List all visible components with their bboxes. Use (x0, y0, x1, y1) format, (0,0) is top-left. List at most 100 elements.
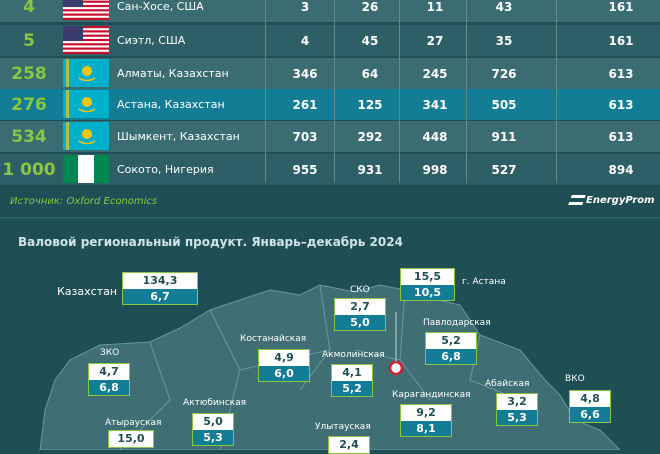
region-label: СКО (350, 285, 370, 295)
cell: 27 (426, 33, 444, 48)
city-name: Сокото, Нигерия (117, 163, 214, 176)
usa-flag-icon (63, 0, 109, 20)
cell: 4 (300, 33, 310, 48)
cell: 703 (292, 129, 318, 144)
value-secondary: 6,8 (426, 349, 476, 364)
rank: 534 (11, 126, 47, 147)
region-label: ВКО (565, 374, 585, 384)
cell: 35 (495, 33, 513, 48)
region-value-box: 15,5 10,5 (400, 268, 455, 301)
country-label: Казахстан (57, 285, 118, 298)
cell: 998 (422, 162, 448, 177)
city-name: Сиэтл, США (117, 34, 186, 47)
kazakhstan-flag-icon (63, 90, 109, 118)
cell: 726 (491, 66, 517, 81)
value-secondary: 5,2 (332, 381, 372, 396)
value-primary: 4,9 (259, 350, 309, 366)
cell: 161 (608, 0, 634, 14)
region-value-box: 4,9 6,0 (258, 349, 310, 382)
column-divider (556, 0, 557, 183)
rank: 4 (23, 0, 35, 17)
region-value-box: 2,4 (328, 436, 370, 454)
value-primary: 2,7 (335, 299, 385, 315)
cell: 346 (292, 66, 318, 81)
region-label: г. Астана (462, 277, 506, 287)
cell: 341 (422, 97, 448, 112)
city-name: Алматы, Казахстан (117, 67, 229, 80)
value-secondary: 5,0 (335, 315, 385, 330)
cell: 11 (426, 0, 444, 14)
region-value-box: 5,2 6,8 (425, 332, 477, 365)
region-value-box: 9,2 8,1 (400, 404, 452, 437)
region-value-box: 3,2 5,3 (496, 393, 538, 426)
cell: 245 (422, 66, 448, 81)
region-value-box: 5,0 5,3 (192, 413, 234, 446)
table-row: 1 000 Сокото, Нигерия 955 931 998 527 89… (0, 154, 660, 185)
region-value-box: 4,8 6,6 (569, 390, 611, 423)
cell: 64 (361, 66, 379, 81)
value-secondary: 6,8 (89, 380, 129, 395)
country-value-box: 134,3 6,7 (122, 272, 198, 305)
map-title: Валовой региональный продукт. Январь–дек… (18, 235, 403, 249)
value-primary: 3,2 (497, 394, 537, 410)
cell: 26 (361, 0, 379, 14)
cell: 292 (357, 129, 383, 144)
kazakhstan-flag-icon (63, 122, 109, 150)
table-row: 5 Сиэтл, США 4 45 27 35 161 (0, 25, 660, 56)
region-label: ЗКО (100, 348, 120, 358)
cell: 613 (608, 97, 634, 112)
value-secondary: 5,3 (193, 430, 233, 445)
region-label: Атырауская (105, 418, 162, 428)
region-label: Павлодарская (423, 318, 491, 328)
region-value-box: 2,7 5,0 (334, 298, 386, 331)
rank: 1 000 (2, 159, 56, 180)
value-primary: 2,4 (329, 437, 369, 453)
region-value-box: 4,7 6,8 (88, 363, 130, 396)
column-divider (265, 0, 266, 183)
rank: 276 (11, 94, 47, 115)
table-row: 258 Алматы, Казахстан 346 64 245 726 613 (0, 58, 660, 89)
value-secondary: 6,7 (123, 289, 197, 304)
city-name: Сан-Хосе, США (117, 0, 204, 13)
value-primary: 4,8 (570, 391, 610, 407)
cell: 505 (491, 97, 517, 112)
column-divider (399, 0, 400, 183)
logo-text: EnergyProm (586, 195, 655, 206)
nigeria-flag-icon (63, 155, 109, 183)
table-row: 276 Астана, Казахстан 261 125 341 505 61… (0, 89, 660, 120)
value-secondary: 6,0 (259, 366, 309, 381)
value-primary: 5,0 (193, 414, 233, 430)
city-name: Астана, Казахстан (117, 98, 225, 111)
cell: 527 (491, 162, 517, 177)
cell: 125 (357, 97, 383, 112)
cell: 955 (292, 162, 318, 177)
region-value-box: 4,1 5,2 (331, 364, 373, 397)
rank: 5 (23, 30, 35, 51)
city-name: Шымкент, Казахстан (117, 130, 240, 143)
table-row: 534 Шымкент, Казахстан 703 292 448 911 6… (0, 121, 660, 152)
cell: 613 (608, 129, 634, 144)
region-label: Актюбинская (183, 398, 247, 408)
value-primary: 15,0 (109, 431, 153, 447)
cell: 3 (300, 0, 310, 14)
column-divider (466, 0, 467, 183)
region-label: Улытауская (315, 422, 371, 432)
rank: 258 (11, 63, 47, 84)
cell: 261 (292, 97, 318, 112)
value-secondary: 6,6 (570, 407, 610, 422)
table-row: 4 Сан-Хосе, США 3 26 11 43 161 (0, 0, 660, 22)
value-primary: 4,1 (332, 365, 372, 381)
value-primary: 9,2 (401, 405, 451, 421)
value-secondary: 5,3 (497, 410, 537, 425)
energyprom-logo: EnergyProm (568, 195, 655, 206)
region-value-box: 15,0 (108, 430, 154, 448)
region-label: Акмолинская (322, 350, 385, 360)
column-divider (334, 0, 335, 183)
kazakhstan-flag-icon (63, 59, 109, 87)
section-divider (0, 217, 660, 219)
value-primary: 5,2 (426, 333, 476, 349)
value-primary: 15,5 (401, 269, 454, 285)
cell: 448 (422, 129, 448, 144)
energyprom-mark-icon (568, 195, 586, 205)
cell: 161 (608, 33, 634, 48)
